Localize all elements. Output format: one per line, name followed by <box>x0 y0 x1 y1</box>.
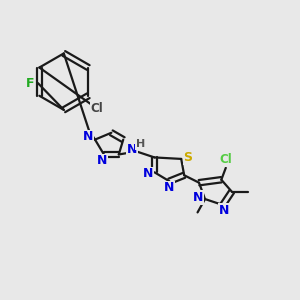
Text: N: N <box>97 154 108 167</box>
Text: H: H <box>136 139 145 149</box>
Text: N: N <box>219 204 230 217</box>
Text: F: F <box>26 76 35 90</box>
Text: N: N <box>143 167 153 180</box>
Text: N: N <box>164 181 175 194</box>
Text: Cl: Cl <box>90 102 103 115</box>
Text: N: N <box>193 191 204 204</box>
Text: N: N <box>127 142 137 156</box>
Text: N: N <box>83 130 94 143</box>
Text: Cl: Cl <box>219 153 232 166</box>
Text: S: S <box>183 151 192 164</box>
